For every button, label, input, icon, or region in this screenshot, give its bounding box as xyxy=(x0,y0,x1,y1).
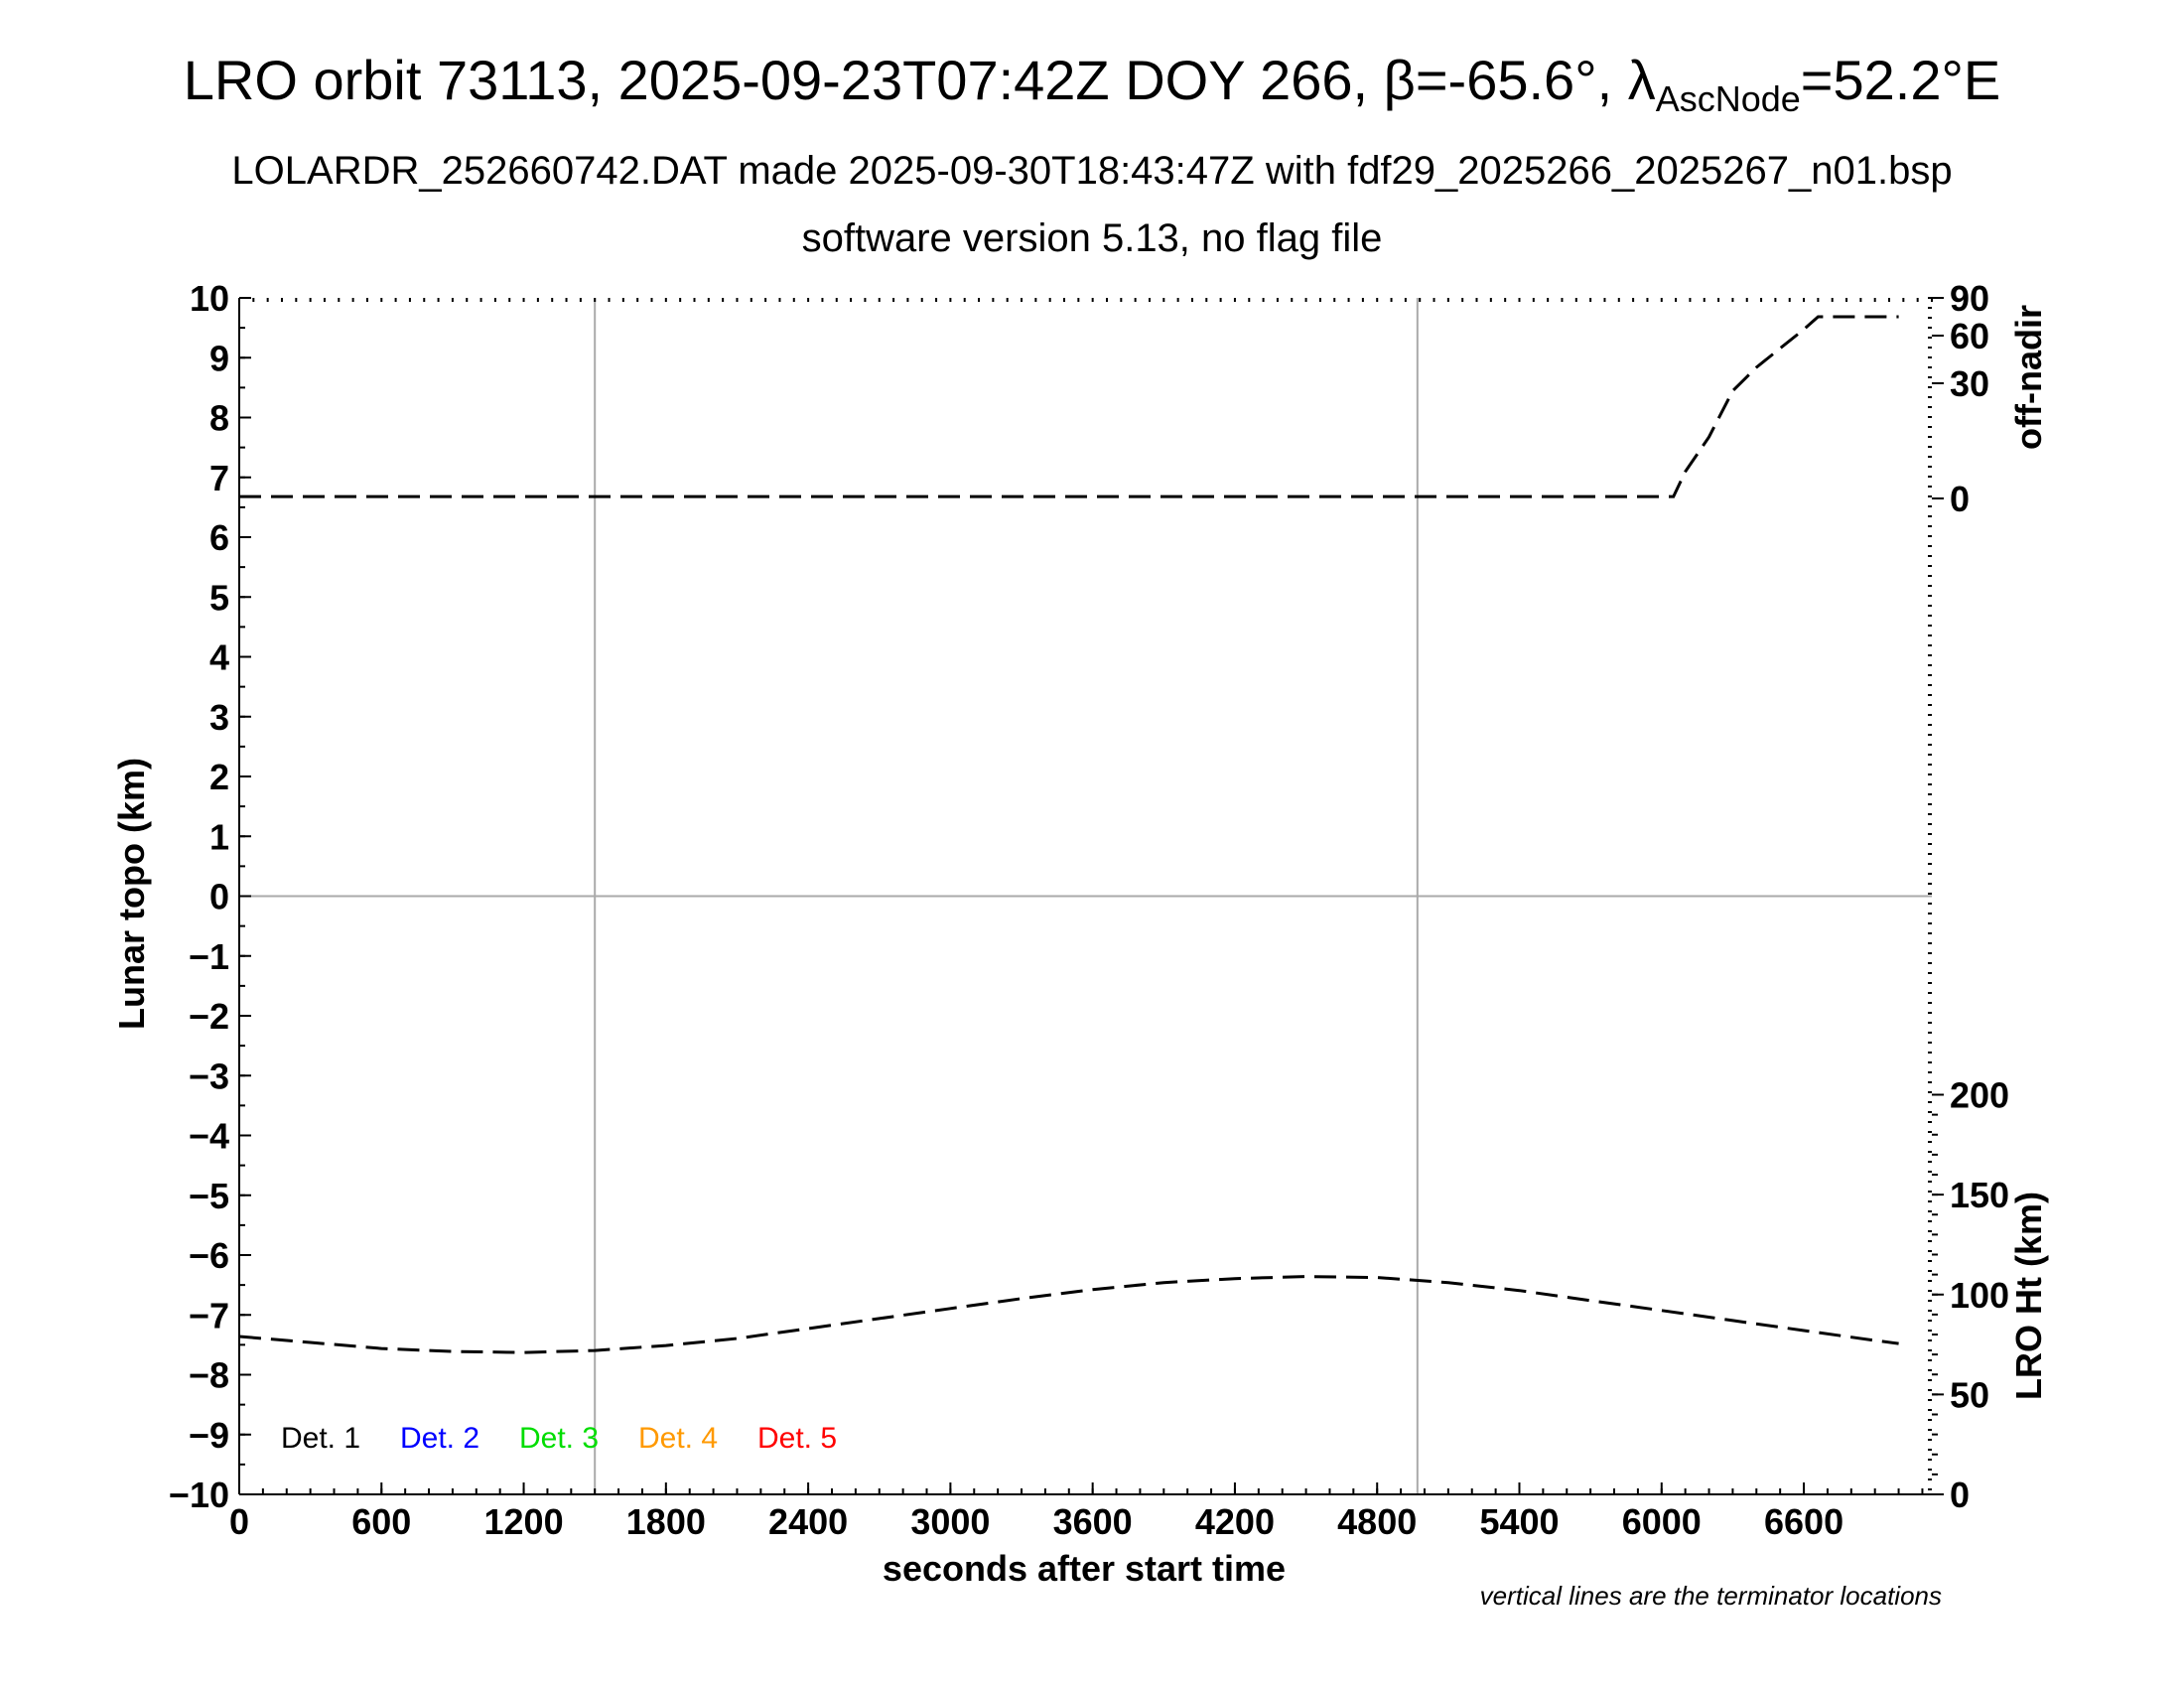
x-tick-label: 0 xyxy=(229,1501,249,1542)
lro-ht-axis-title: LRO Ht (km) xyxy=(2008,1192,2049,1400)
lro-ht-tick-label: 150 xyxy=(1950,1175,2009,1215)
y-tick-label: −8 xyxy=(189,1355,229,1396)
y-tick-label: 0 xyxy=(209,877,229,917)
x-tick-label: 6000 xyxy=(1622,1501,1702,1542)
x-tick-label: 1200 xyxy=(484,1501,564,1542)
legend-entry: Det. 5 xyxy=(757,1422,837,1455)
x-tick-label: 4200 xyxy=(1195,1501,1275,1542)
y-tick-label: −10 xyxy=(169,1475,229,1515)
off-nadir-axis-title: off-nadir xyxy=(2008,305,2049,450)
lro-ht-tick-label: 200 xyxy=(1950,1075,2009,1116)
legend-entry: Det. 2 xyxy=(400,1422,479,1455)
x-axis-title: seconds after start time xyxy=(883,1548,1286,1589)
y-tick-label: 5 xyxy=(209,577,229,618)
legend-entry: Det. 1 xyxy=(281,1422,360,1455)
x-tick-label: 4800 xyxy=(1337,1501,1417,1542)
terminator-note: vertical lines are the terminator locati… xyxy=(1480,1581,1942,1611)
x-tick-label: 1800 xyxy=(626,1501,706,1542)
y-axis-title: Lunar topo (km) xyxy=(111,758,152,1030)
y-tick-label: −7 xyxy=(189,1295,229,1336)
off-nadir-tick-label: 90 xyxy=(1950,278,1989,319)
legend-entry: Det. 3 xyxy=(519,1422,599,1455)
chart-subtitle: LOLARDR_252660742.DAT made 2025-09-30T18… xyxy=(231,149,1953,193)
y-tick-label: 10 xyxy=(190,278,229,319)
y-tick-label: −1 xyxy=(189,936,229,977)
y-tick-label: 9 xyxy=(209,338,229,378)
y-tick-label: −5 xyxy=(189,1176,229,1216)
y-tick-label: −3 xyxy=(189,1055,229,1096)
x-tick-label: 3000 xyxy=(910,1501,990,1542)
off-nadir-tick-label: 30 xyxy=(1950,363,1989,404)
y-tick-label: 1 xyxy=(209,816,229,857)
x-tick-label: 3600 xyxy=(1053,1501,1133,1542)
x-tick-label: 600 xyxy=(351,1501,411,1542)
off-nadir-tick-label: 60 xyxy=(1950,316,1989,356)
lro-ht-tick-label: 100 xyxy=(1950,1275,2009,1316)
off-nadir-tick-label: 0 xyxy=(1950,479,1970,519)
y-tick-label: 8 xyxy=(209,398,229,439)
y-tick-label: −2 xyxy=(189,996,229,1037)
y-tick-label: 2 xyxy=(209,757,229,797)
chart-subtitle-2: software version 5.13, no flag file xyxy=(801,216,1383,260)
lro-ht-tick-label: 50 xyxy=(1950,1374,1989,1415)
chart-title: LRO orbit 73113, 2025-09-23T07:42Z DOY 2… xyxy=(183,49,2001,119)
x-tick-label: 2400 xyxy=(768,1501,848,1542)
lro-ht-series-line xyxy=(238,1275,1899,1354)
y-tick-label: −6 xyxy=(189,1235,229,1276)
x-tick-label: 6600 xyxy=(1764,1501,1843,1542)
off-nadir-series-line xyxy=(239,315,1899,498)
y-tick-label: −9 xyxy=(189,1415,229,1456)
legend-entry: Det. 4 xyxy=(638,1422,718,1455)
y-tick-label: 7 xyxy=(209,458,229,498)
x-tick-label: 5400 xyxy=(1479,1501,1559,1542)
lro-ht-tick-label: 0 xyxy=(1950,1475,1970,1515)
y-tick-label: 3 xyxy=(209,697,229,738)
y-tick-label: 4 xyxy=(209,637,229,678)
y-tick-label: −4 xyxy=(189,1116,229,1157)
y-tick-label: 6 xyxy=(209,517,229,558)
